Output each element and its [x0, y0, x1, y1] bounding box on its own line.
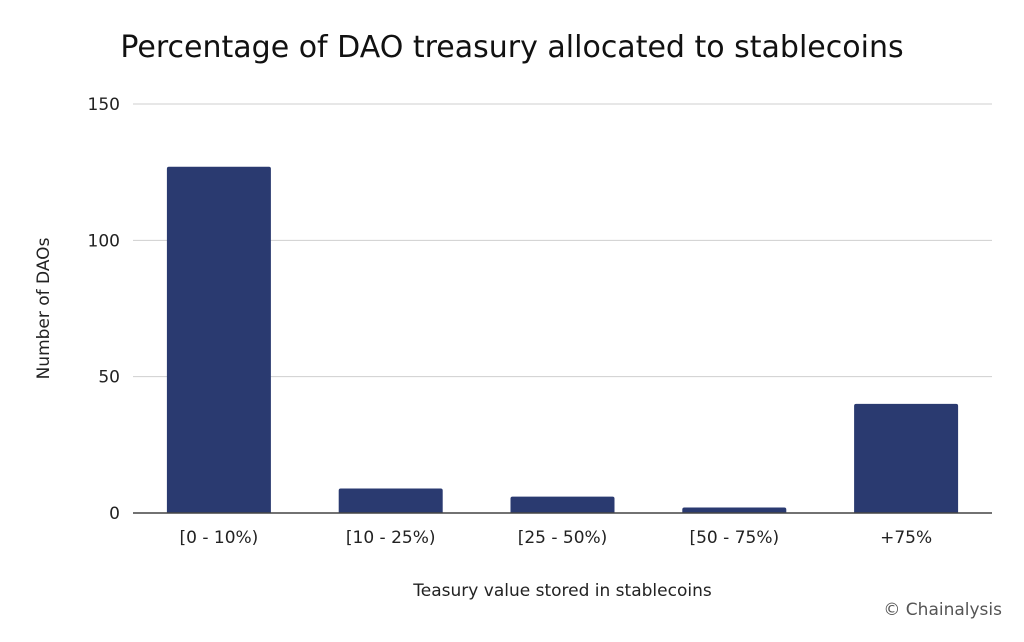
bar	[510, 496, 615, 513]
x-tick-label: [25 - 50%)	[518, 528, 608, 548]
y-tick-label: 50	[98, 368, 120, 388]
y-tick-label: 0	[109, 504, 120, 524]
x-tick-label: [10 - 25%)	[346, 528, 436, 548]
bar	[682, 507, 787, 513]
bar	[166, 166, 271, 514]
chainalysis-credit: © Chainalysis	[883, 600, 1002, 620]
x-tick-label: [0 - 10%)	[179, 528, 258, 548]
y-axis-label: Number of DAOs	[34, 237, 54, 379]
y-tick-label: 100	[88, 231, 120, 251]
x-tick-label: +75%	[880, 528, 932, 548]
x-tick-label: [50 - 75%)	[689, 528, 779, 548]
bar	[854, 403, 959, 513]
bar	[338, 488, 443, 513]
x-axis-label: Teasury value stored in stablecoins	[412, 581, 712, 601]
chart-title: Percentage of DAO treasury allocated to …	[120, 30, 904, 65]
y-tick-label: 150	[88, 95, 120, 115]
